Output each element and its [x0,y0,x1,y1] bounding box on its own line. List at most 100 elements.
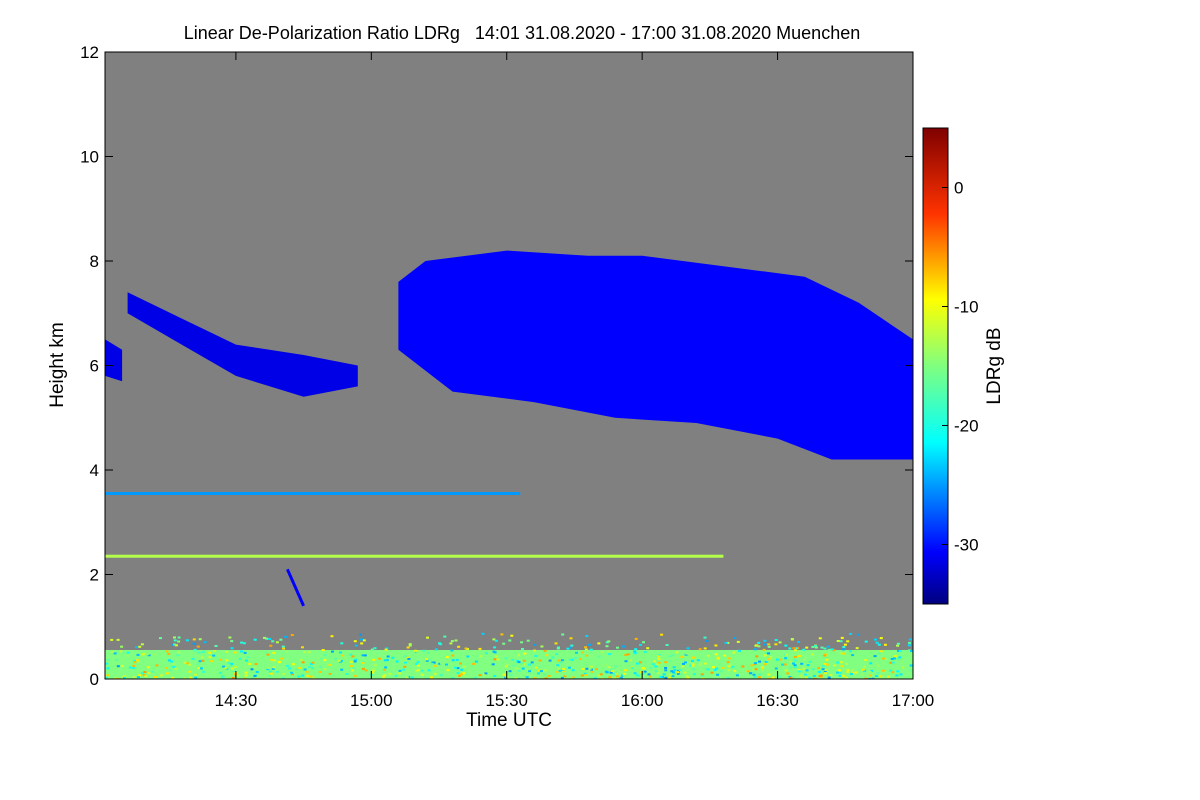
boundary-layer-speck [895,674,899,677]
x-tick-label: 17:00 [892,691,935,710]
boundary-layer-speck [372,669,376,672]
boundary-layer-speck [331,650,334,653]
boundary-layer-speck [227,662,231,665]
boundary-layer-speck [456,667,460,670]
boundary-layer-speck [114,677,118,679]
boundary-layer-speck [823,654,827,657]
boundary-layer-speck [907,649,911,652]
boundary-layer-speck [585,675,589,678]
boundary-layer-speck [685,652,689,655]
boundary-layer-speck [455,658,459,661]
boundary-layer-speck [892,657,896,660]
boundary-layer-speck [403,660,407,663]
boundary-layer-speck [323,654,327,657]
boundary-layer-speck [793,665,797,668]
boundary-layer-speck [522,659,526,662]
boundary-layer-speck [353,640,357,643]
boundary-layer-speck [736,640,740,643]
boundary-layer-speck [253,638,257,641]
boundary-layer-speck [456,672,460,674]
boundary-layer-speck [889,669,892,672]
boundary-layer-speck [840,665,844,668]
boundary-layer-speck [823,662,827,665]
boundary-layer-speck [494,639,498,642]
boundary-layer-speck [624,653,628,656]
boundary-layer-speck [236,674,240,677]
boundary-layer-speck [856,633,860,636]
boundary-layer-speck [403,661,407,664]
boundary-layer-speck [300,658,304,661]
boundary-layer-speck [714,672,718,675]
boundary-layer-speck [769,656,773,659]
boundary-layer-speck [534,666,538,669]
boundary-layer-speck [449,642,453,645]
boundary-layer-speck [407,658,411,660]
boundary-layer-speck [384,648,388,651]
boundary-layer-speck [290,634,294,636]
boundary-layer-speck [282,673,286,675]
boundary-layer-speck [537,666,541,669]
boundary-layer-speck [797,668,801,671]
boundary-layer-speck [110,650,114,653]
boundary-layer-speck [426,651,430,654]
boundary-layer-speck [881,675,885,678]
boundary-layer-speck [654,665,658,668]
boundary-layer-speck [863,665,867,668]
boundary-layer-speck [691,660,694,662]
boundary-layer-speck [337,659,341,662]
boundary-layer-speck [282,647,286,650]
y-tick-label: 2 [90,566,99,585]
boundary-layer-speck [890,658,894,660]
boundary-layer-speck [883,643,887,646]
boundary-layer-speck [380,671,384,674]
boundary-layer-speck [463,675,466,678]
boundary-layer-speck [731,665,735,668]
boundary-layer-speck [460,668,464,671]
boundary-layer-speck [784,644,788,647]
boundary-layer-speck [794,659,797,662]
boundary-layer-speck [200,656,204,659]
boundary-layer-speck [585,667,589,670]
boundary-layer-speck [349,653,353,656]
boundary-layer-speck [679,673,683,676]
colorbar-tick-label: -30 [954,536,979,555]
boundary-layer-speck [478,647,482,650]
boundary-layer-speck [830,648,834,651]
boundary-layer-speck [581,651,584,654]
boundary-layer-speck [781,663,785,666]
boundary-layer-speck [543,669,547,672]
boundary-layer-speck [303,668,307,671]
boundary-layer-speck [700,673,704,676]
boundary-layer-speck [520,662,524,665]
boundary-layer-speck [618,670,622,673]
boundary-layer-speck [341,654,345,657]
boundary-layer-speck [384,666,388,669]
boundary-layer-speck [475,654,479,657]
boundary-layer-speck [768,677,772,679]
boundary-layer-speck [622,645,626,648]
boundary-layer-speck [196,663,200,665]
boundary-layer-speck [657,657,661,660]
boundary-layer-speck [814,646,818,649]
boundary-layer-speck [705,668,709,670]
boundary-layer-speck [508,639,512,642]
boundary-layer-speck [786,672,790,675]
boundary-layer-speck [183,677,187,679]
boundary-layer-speck [268,638,272,640]
boundary-layer-speck [451,677,455,679]
boundary-layer-speck [502,673,506,676]
boundary-layer-speck [682,662,685,665]
boundary-layer-speck [811,653,814,656]
boundary-layer-speck [244,674,248,677]
boundary-layer-speck [671,675,675,678]
boundary-layer-speck [715,667,719,670]
boundary-layer-speck [135,646,138,649]
boundary-layer-speck [671,671,675,674]
x-tick-label: 16:30 [756,691,799,710]
boundary-layer-speck [607,640,611,643]
boundary-layer-speck [290,671,294,674]
boundary-layer-speck [587,643,591,646]
boundary-layer-speck [568,658,572,661]
boundary-layer-speck [265,652,269,654]
boundary-layer-speck [616,646,619,649]
